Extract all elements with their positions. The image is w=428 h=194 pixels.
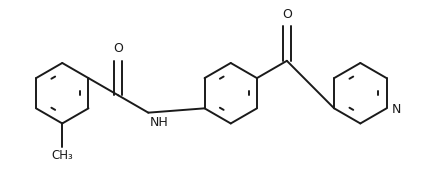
Text: NH: NH xyxy=(149,116,168,129)
Text: CH₃: CH₃ xyxy=(51,149,73,162)
Text: O: O xyxy=(282,8,292,21)
Text: N: N xyxy=(392,103,401,116)
Text: O: O xyxy=(113,42,123,55)
